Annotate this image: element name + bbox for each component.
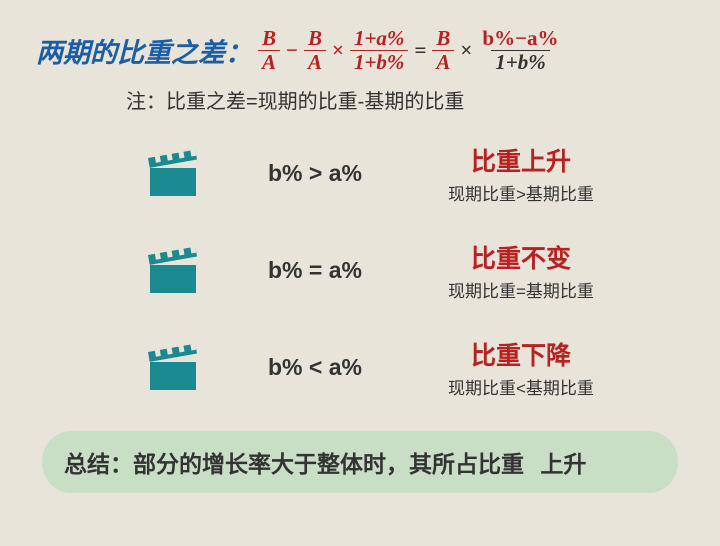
rule-condition: b% = a% — [268, 257, 418, 284]
rule-sub: 现期比重<基期比重 — [448, 374, 594, 399]
rule-sub: 现期比重>基期比重 — [448, 180, 594, 205]
f5-num: b%−a% — [478, 28, 562, 50]
clapperboard-icon — [146, 344, 200, 392]
title-row: 两期的比重之差： B A − B A × 1+a% 1+b% = B A × b… — [36, 28, 684, 73]
f2-den: A — [304, 50, 326, 73]
times-op-2: × — [460, 38, 472, 63]
summary-prefix: 总结：部分的增长率大于整体时，其所占比重 — [64, 451, 524, 477]
title-label: 两期的比重之差： — [36, 31, 252, 70]
rule-sub: 现期比重=基期比重 — [448, 277, 594, 302]
formula: B A − B A × 1+a% 1+b% = B A × b%−a% 1+b% — [256, 28, 565, 73]
rule-title: 比重不变 — [471, 239, 571, 275]
rule-row: b% = a% 比重不变 现期比重=基期比重 — [146, 239, 684, 302]
summary-highlight: 上升 — [540, 451, 586, 477]
f3-num: 1+a% — [350, 28, 408, 50]
rule-title: 比重下降 — [471, 336, 571, 372]
rule-row: b% > a% 比重上升 现期比重>基期比重 — [146, 142, 684, 205]
f4-num: B — [432, 28, 454, 50]
f1-num: B — [258, 28, 280, 50]
rule-result: 比重上升 现期比重>基期比重 — [448, 142, 594, 205]
f5-den: 1+b% — [491, 50, 549, 73]
f1-den: A — [258, 50, 280, 73]
rule-condition: b% > a% — [268, 160, 418, 187]
f3-den: 1+b% — [350, 50, 408, 73]
note-text: 注：比重之差=现期的比重-基期的比重 — [126, 85, 684, 114]
rule-condition: b% < a% — [268, 354, 418, 381]
clapperboard-icon — [146, 247, 200, 295]
f4-den: A — [432, 50, 454, 73]
eq-op: = — [414, 38, 426, 63]
rule-result: 比重下降 现期比重<基期比重 — [448, 336, 594, 399]
clapperboard-icon — [146, 150, 200, 198]
rules-list: b% > a% 比重上升 现期比重>基期比重 b% = a% 比重不变 现期比重… — [146, 142, 684, 399]
f2-num: B — [304, 28, 326, 50]
minus-op: − — [286, 38, 298, 63]
times-op-1: × — [332, 38, 344, 63]
rule-result: 比重不变 现期比重=基期比重 — [448, 239, 594, 302]
rule-row: b% < a% 比重下降 现期比重<基期比重 — [146, 336, 684, 399]
rule-title: 比重上升 — [471, 142, 571, 178]
summary-box: 总结：部分的增长率大于整体时，其所占比重 上升 — [42, 431, 678, 493]
